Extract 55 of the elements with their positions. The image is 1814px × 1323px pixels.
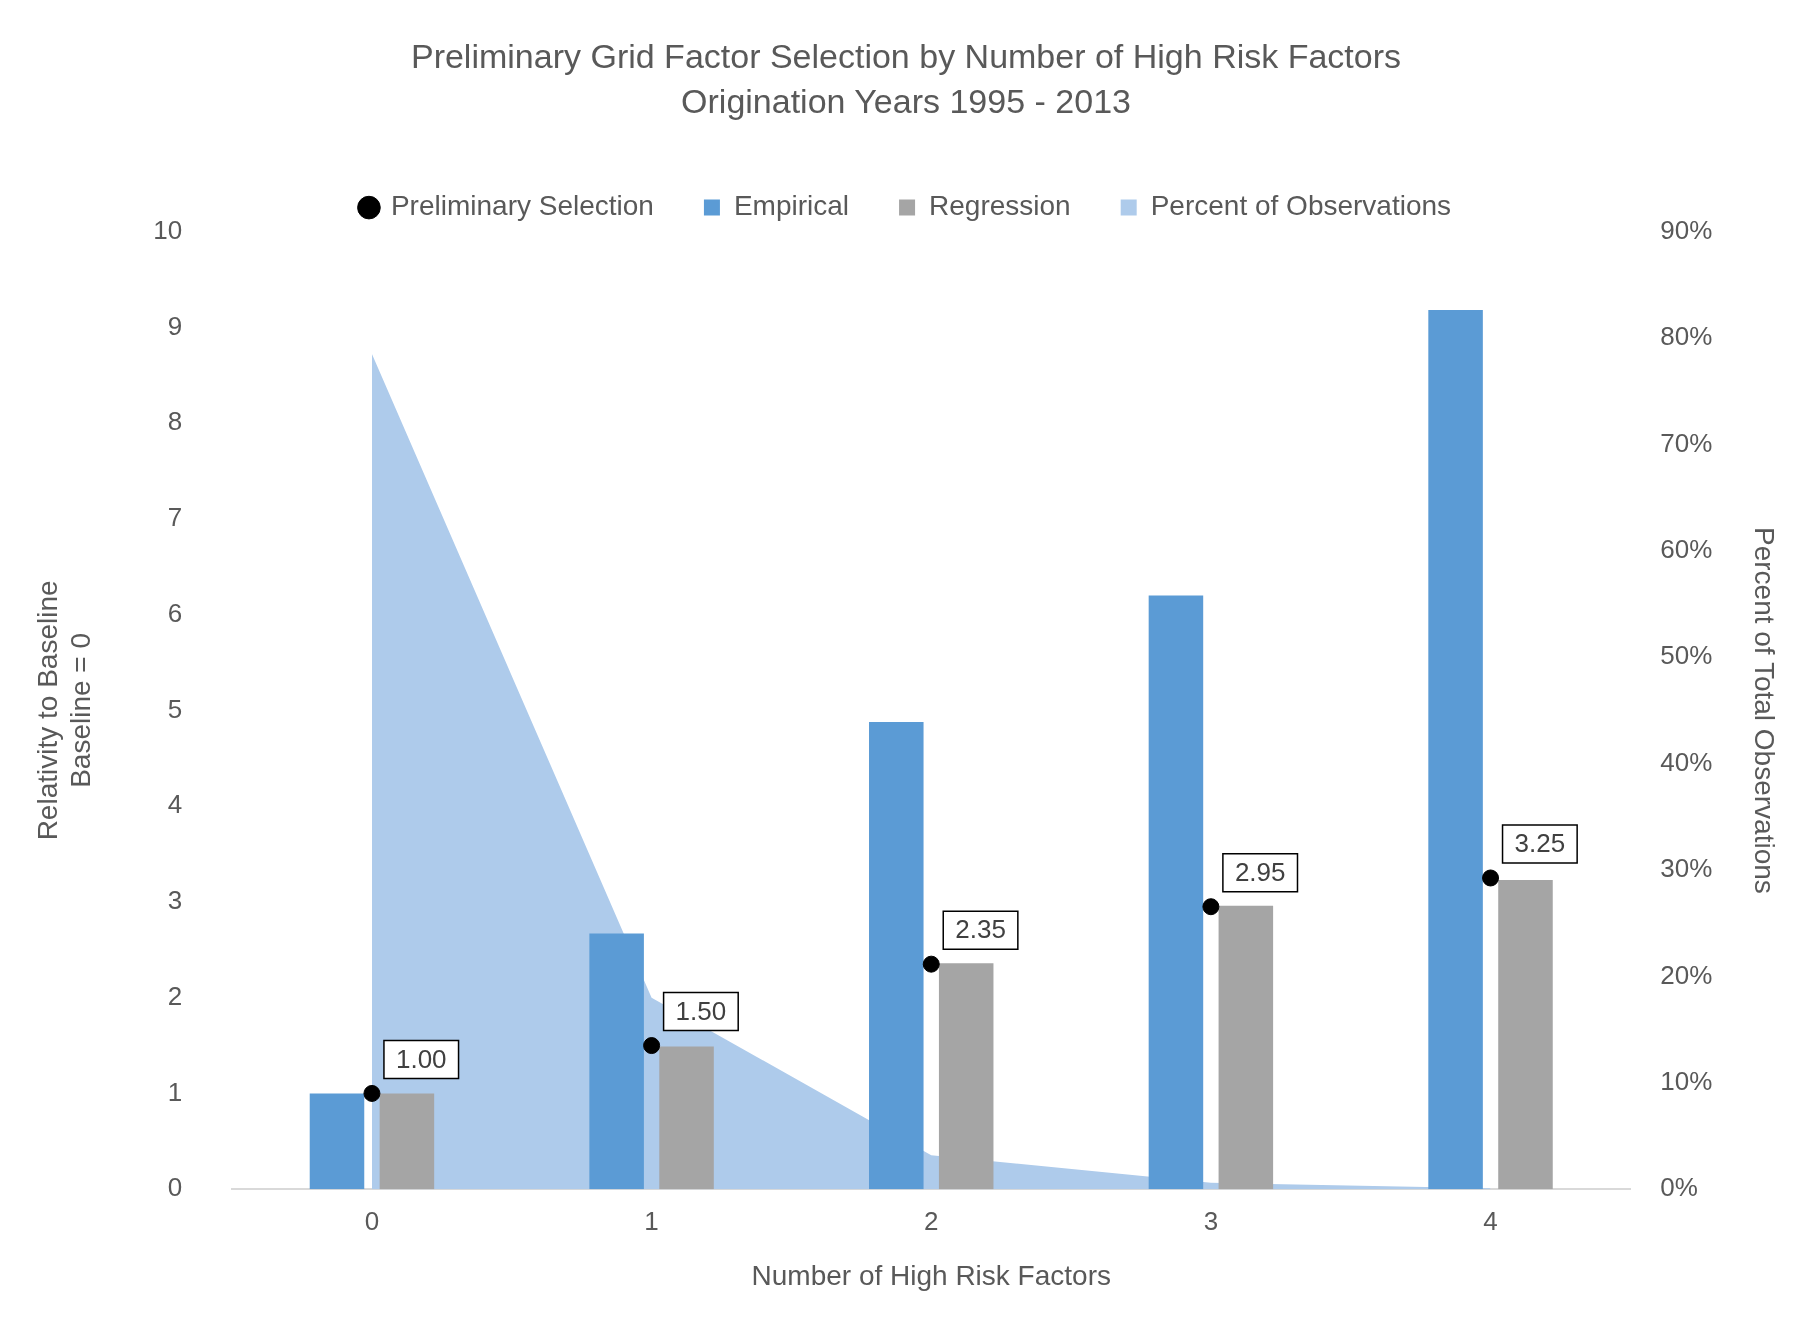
y-tick-label: 0 [167, 1172, 183, 1203]
y2-axis-title: Percent of Total Observations [1749, 527, 1781, 894]
data-label: 1.50 [675, 995, 727, 1026]
bar [869, 721, 924, 1190]
y-tick-label: 2 [167, 980, 183, 1011]
y-tick-label: 8 [167, 406, 183, 437]
x-axis-title: Number of High Risk Factors [751, 1259, 1111, 1291]
x-tick-label: 1 [644, 1205, 659, 1236]
y2-tick-label: 0% [1660, 1172, 1698, 1203]
y2-tick-label: 70% [1660, 427, 1713, 458]
bar [659, 1046, 714, 1190]
x-tick-label: 0 [364, 1205, 380, 1236]
y-tick-label: 4 [167, 789, 183, 820]
chart-subtitle: Origination Years 1995 - 2013 [681, 81, 1131, 120]
y-tick-label: 9 [167, 310, 183, 341]
legend-label: Regression [929, 190, 1071, 222]
bar [1498, 879, 1553, 1190]
y-axis-title: Relativity to Baseline Baseline = 0 [31, 580, 97, 841]
point [1482, 869, 1500, 887]
y-tick-label: 6 [167, 597, 183, 628]
y2-tick-label: 30% [1660, 853, 1713, 884]
point [363, 1084, 381, 1102]
y-tick-label: 7 [167, 502, 183, 533]
x-tick-label: 3 [1203, 1205, 1219, 1236]
bar [589, 933, 644, 1190]
y-tick-label: 1 [167, 1076, 183, 1107]
bar [379, 1093, 435, 1190]
point [922, 955, 940, 973]
legend-label: Empirical [733, 190, 850, 222]
bar [1428, 310, 1483, 1190]
y2-tick-label: 10% [1660, 1065, 1713, 1096]
point [1202, 898, 1220, 916]
data-label: 2.35 [955, 914, 1006, 945]
x-tick-label: 4 [1483, 1205, 1498, 1236]
y-tick-label: 10 [153, 214, 183, 245]
x-tick-label: 2 [924, 1205, 939, 1236]
y-tick-label: 3 [167, 885, 183, 916]
point [643, 1037, 661, 1055]
data-label: 1.00 [395, 1043, 447, 1074]
y2-tick-label: 90% [1660, 214, 1713, 245]
bar [309, 1093, 365, 1190]
data-label: 3.25 [1514, 828, 1566, 859]
y2-tick-label: 60% [1660, 533, 1713, 564]
y2-tick-label: 20% [1660, 959, 1713, 990]
bar [1148, 595, 1204, 1190]
data-label: 2.95 [1234, 856, 1286, 887]
legend-label: Percent of Observations [1150, 190, 1452, 222]
bar [938, 963, 994, 1190]
y2-tick-label: 40% [1660, 746, 1713, 777]
y-tick-label: 5 [167, 693, 183, 724]
chart-title: Preliminary Grid Factor Selection by Number of High Risk Factors [410, 36, 1402, 75]
legend-label: Preliminary Selection [390, 190, 654, 222]
y2-tick-label: 80% [1660, 321, 1713, 352]
bar [1218, 905, 1274, 1190]
y2-tick-label: 50% [1660, 640, 1713, 671]
